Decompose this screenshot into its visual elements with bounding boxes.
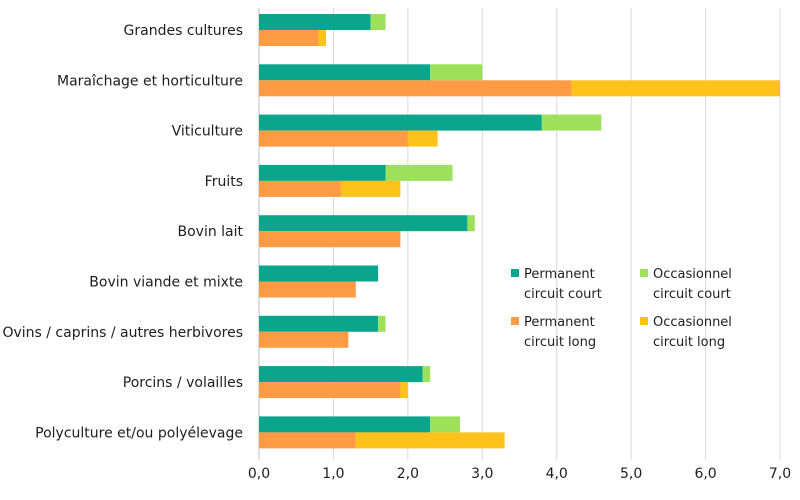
category-label: Fruits [205, 174, 243, 190]
bar-segment-7-1-0 [259, 382, 401, 399]
legend-swatch [640, 317, 648, 325]
bar-segment-3-0-1 [385, 164, 453, 181]
bar-segment-4-0-0 [259, 215, 468, 232]
bar-segment-6-0-1 [378, 315, 386, 332]
category-label: Porcins / volailles [123, 375, 243, 391]
bar-segment-8-0-1 [430, 416, 460, 433]
bar-segment-5-1-0 [259, 281, 356, 298]
bar-segment-4-0-1 [467, 215, 475, 232]
category-label: Bovin lait [177, 224, 243, 240]
bar-segment-4-1-0 [259, 231, 401, 248]
legend-label: Occasionnel [653, 267, 732, 282]
bars [259, 14, 780, 449]
bar-segment-0-1-0 [259, 30, 319, 46]
legend-swatch [511, 317, 519, 325]
bar-segment-0-0-0 [259, 14, 371, 30]
category-label: Grandes cultures [124, 23, 243, 39]
category-label: Viticulture [172, 124, 243, 140]
legend-swatch [511, 269, 519, 277]
bar-segment-8-1-0 [259, 432, 356, 449]
bar-segment-1-0-1 [430, 64, 483, 81]
bar-segment-0-1-1 [318, 30, 326, 46]
x-tick-label: 0,0 [248, 466, 270, 482]
bar-segment-1-1-1 [571, 80, 780, 97]
x-tick-labels: 0,0 1,0 2,0 3,0 4,0 5,0 6,0 7,0 [248, 466, 791, 482]
bar-segment-5-0-0 [259, 265, 379, 282]
bar-segment-8-0-0 [259, 416, 431, 433]
legend-label: circuit court [524, 287, 602, 302]
legend-label: Occasionnel [653, 315, 732, 330]
x-tick-label: 2,0 [397, 466, 419, 482]
legend-label: Permanent [524, 267, 595, 282]
bar-segment-2-1-1 [407, 130, 438, 147]
bar-segment-2-1-0 [259, 130, 408, 147]
legend-label: circuit court [653, 287, 731, 302]
x-tick-label: 5,0 [620, 466, 642, 482]
bar-segment-8-1-1 [355, 432, 505, 449]
bar-segment-1-0-0 [259, 64, 431, 81]
x-tick-label: 3,0 [471, 466, 493, 482]
legend-swatch [640, 269, 648, 277]
bar-segment-0-0-1 [370, 14, 386, 30]
bar-segment-2-0-1 [541, 114, 602, 131]
legend-label: circuit long [653, 335, 725, 350]
bar-segment-7-1-1 [400, 382, 408, 399]
x-tick-label: 7,0 [769, 466, 791, 482]
bar-segment-3-1-1 [340, 180, 401, 197]
bar-segment-6-1-0 [259, 331, 349, 348]
category-label: Maraîchage et horticulture [57, 73, 243, 89]
bar-segment-7-0-1 [422, 366, 431, 383]
bar-segment-7-0-0 [259, 366, 423, 383]
x-tick-label: 6,0 [694, 466, 716, 482]
bar-segment-3-1-0 [259, 180, 341, 197]
category-labels: Grandes cultures Maraîchage et horticultu… [2, 23, 243, 441]
bar-segment-3-0-0 [259, 164, 386, 181]
legend: Permanent circuit court Occasionnel circuit… [511, 267, 732, 350]
bar-segment-2-0-0 [259, 114, 542, 131]
bar-segment-1-1-0 [259, 80, 572, 97]
legend-label: circuit long [524, 335, 596, 350]
legend-label: Permanent [524, 315, 595, 330]
x-tick-label: 4,0 [546, 466, 568, 482]
category-label: Polyculture et/ou polyélevage [35, 425, 243, 441]
category-label: Bovin viande et mixte [89, 275, 243, 291]
x-tick-label: 1,0 [322, 466, 344, 482]
bar-segment-6-0-0 [259, 315, 379, 332]
category-label: Ovins / caprins / autres herbivores [2, 325, 243, 341]
